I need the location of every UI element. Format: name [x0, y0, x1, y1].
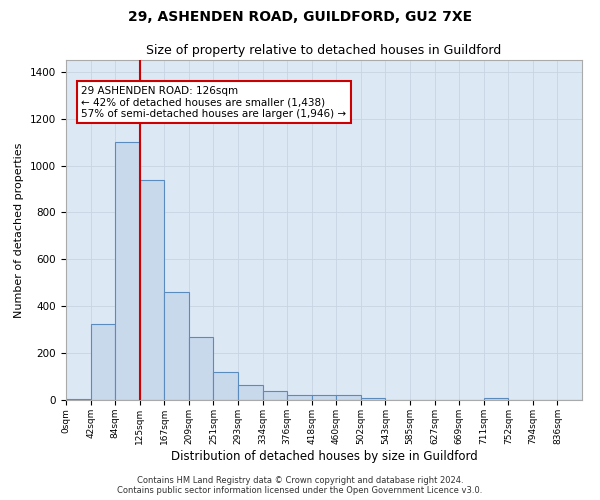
- Bar: [287, 396, 312, 400]
- Bar: [164, 292, 189, 400]
- X-axis label: Distribution of detached houses by size in Guildford: Distribution of detached houses by size …: [170, 450, 478, 462]
- Bar: [91, 324, 115, 400]
- Bar: [66, 399, 91, 400]
- Text: 29 ASHENDEN ROAD: 126sqm
← 42% of detached houses are smaller (1,438)
57% of sem: 29 ASHENDEN ROAD: 126sqm ← 42% of detach…: [82, 86, 347, 118]
- Bar: [484, 398, 508, 400]
- Bar: [214, 372, 238, 400]
- Bar: [361, 398, 385, 400]
- Text: 29, ASHENDEN ROAD, GUILDFORD, GU2 7XE: 29, ASHENDEN ROAD, GUILDFORD, GU2 7XE: [128, 10, 472, 24]
- Bar: [238, 385, 263, 400]
- Bar: [263, 391, 287, 400]
- Bar: [189, 336, 214, 400]
- Bar: [336, 396, 361, 400]
- Bar: [312, 396, 336, 400]
- Text: Contains HM Land Registry data © Crown copyright and database right 2024.
Contai: Contains HM Land Registry data © Crown c…: [118, 476, 482, 495]
- Bar: [115, 142, 140, 400]
- Bar: [140, 180, 164, 400]
- Y-axis label: Number of detached properties: Number of detached properties: [14, 142, 25, 318]
- Title: Size of property relative to detached houses in Guildford: Size of property relative to detached ho…: [146, 44, 502, 58]
